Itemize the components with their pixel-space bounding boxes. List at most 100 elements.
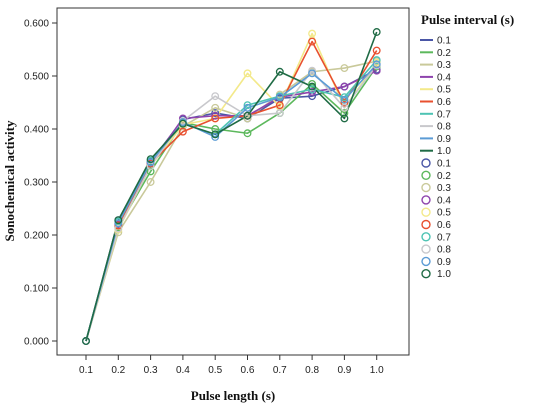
data-point-1.0	[178, 119, 187, 128]
x-tick-label: 0.5	[208, 365, 222, 376]
legend-label: 0.3	[437, 183, 451, 194]
legend-label: 0.1	[437, 36, 451, 47]
data-point-1.0	[340, 114, 349, 123]
data-point-0.8	[308, 66, 317, 75]
legend-label: 0.7	[437, 232, 451, 243]
x-tick-label: 1.0	[370, 365, 384, 376]
data-point-0.9	[308, 69, 317, 78]
y-tick-label: 0.000	[24, 337, 49, 348]
data-point-0.5	[243, 69, 252, 78]
x-tick-label: 0.8	[305, 365, 319, 376]
legend-label: 0.8	[437, 245, 451, 256]
data-point-0.2	[308, 79, 317, 88]
legend-label: 0.4	[437, 195, 451, 206]
x-tick-label: 0.2	[111, 365, 125, 376]
y-tick-label: 0.100	[24, 284, 49, 295]
data-point-0.7	[340, 93, 349, 102]
plot-frame	[56, 7, 410, 356]
x-tick-label: 0.1	[79, 365, 93, 376]
legend-label: 0.5	[437, 208, 451, 219]
data-point-0.8	[275, 109, 284, 118]
legend-marker-1.0	[421, 269, 431, 279]
x-tick-label: 0.7	[273, 365, 287, 376]
y-axis-title: Sonochemical activity	[2, 120, 17, 241]
legend-marker-0.3	[421, 182, 431, 193]
data-point-0.6	[340, 98, 349, 107]
data-point-0.9	[146, 158, 155, 167]
data-point-1.0	[372, 28, 381, 36]
legend-label: 0.2	[437, 48, 451, 59]
legend-marker-0.2	[421, 170, 431, 181]
data-point-0.3	[146, 178, 155, 186]
data-point-0.9	[211, 132, 220, 141]
data-point-0.1	[211, 109, 220, 118]
data-point-0.8	[211, 92, 220, 101]
series-line-0.8	[85, 64, 378, 342]
legend-title: Pulse interval (s)	[421, 12, 514, 27]
legend-label: 0.3	[437, 60, 451, 71]
legend: 0.10.20.30.40.50.60.70.80.91.00.10.20.30…	[420, 36, 451, 280]
data-point-0.9	[372, 60, 381, 69]
data-point-0.9	[114, 219, 123, 228]
legend-label: 1.0	[437, 269, 451, 280]
data-point-0.7	[372, 56, 381, 65]
legend-label: 0.6	[437, 97, 451, 108]
legend-marker-0.7	[421, 232, 431, 242]
y-tick-label: 0.600	[24, 19, 49, 30]
data-point-0.3	[340, 64, 349, 72]
data-point-0.5	[308, 29, 317, 38]
x-tick-label: 0.3	[144, 365, 158, 376]
y-tick-label: 0.400	[24, 125, 49, 136]
legend-marker-0.4	[421, 195, 431, 205]
data-point-1.0	[308, 82, 317, 91]
data-point-0.2	[211, 125, 220, 133]
data-point-0.2	[146, 167, 155, 176]
data-point-0.6	[308, 37, 317, 46]
series-line-0.9	[85, 63, 378, 342]
data-point-0.2	[243, 129, 252, 138]
legend-label: 0.1	[437, 159, 451, 170]
data-point-0.9	[275, 93, 284, 102]
x-tick-label: 0.6	[241, 365, 255, 376]
data-point-0.7	[243, 101, 252, 110]
x-axis-title: Pulse length (s)	[191, 388, 276, 403]
data-point-0.6	[275, 101, 284, 110]
data-point-0.3	[243, 114, 252, 123]
legend-label: 0.8	[437, 122, 451, 133]
legend-label: 0.2	[437, 171, 451, 182]
data-point-0.6	[178, 127, 187, 136]
data-point-0.3	[211, 103, 220, 112]
series-line-1.0	[85, 31, 378, 342]
data-point-1.0	[243, 111, 252, 120]
data-point-1.0	[275, 67, 284, 76]
data-point-0.6	[211, 114, 220, 123]
x-tick-label: 0.9	[337, 365, 351, 376]
legend-label: 0.9	[437, 257, 451, 268]
legend-marker-0.1	[421, 158, 431, 168]
legend-marker-0.6	[421, 219, 431, 230]
legend-marker-0.9	[421, 256, 431, 267]
data-point-0.4	[308, 87, 317, 96]
y-tick-label: 0.200	[24, 231, 49, 242]
data-point-0.9	[243, 103, 252, 112]
legend-label: 1.0	[437, 146, 451, 157]
legend-marker-0.8	[421, 244, 431, 254]
series-line-0.6	[85, 40, 378, 342]
data-point-0.7	[308, 85, 317, 94]
data-point-0.9	[340, 95, 349, 104]
x-tick-label: 0.4	[176, 365, 190, 376]
data-point-1.0	[82, 337, 90, 345]
data-point-0.4	[211, 111, 220, 120]
data-point-0.8	[340, 103, 349, 112]
data-point-0.8	[114, 224, 123, 233]
legend-label: 0.5	[437, 85, 451, 96]
data-point-1.0	[211, 130, 220, 139]
data-point-1.0	[114, 216, 123, 225]
legend-label: 0.4	[437, 72, 451, 83]
y-tick-label: 0.500	[24, 72, 49, 83]
data-point-1.0	[146, 155, 155, 164]
data-point-0.2	[340, 109, 349, 118]
legend-label: 0.9	[437, 134, 451, 145]
